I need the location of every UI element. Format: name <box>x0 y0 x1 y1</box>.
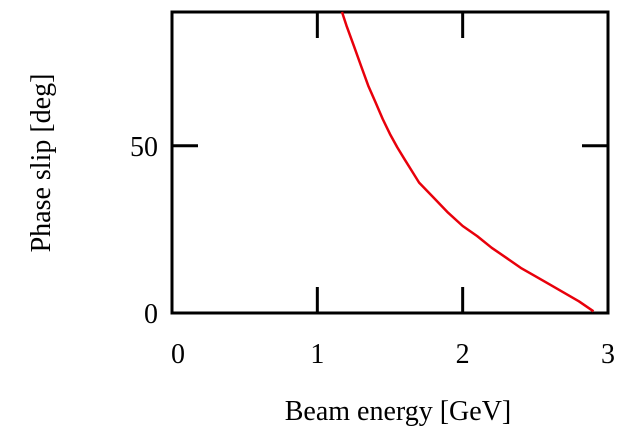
x-tick-label: 1 <box>310 339 324 370</box>
plot-frame <box>170 10 610 315</box>
series-layer <box>340 11 595 313</box>
x-axis-ticks: 0 1 2 3 <box>171 12 615 370</box>
x-tick-label: 0 <box>171 339 185 370</box>
x-axis-label: Beam energy [GeV] <box>285 396 512 426</box>
x-tick-label: 2 <box>456 339 470 370</box>
y-tick-label: 50 <box>130 132 158 163</box>
series-line <box>340 11 595 313</box>
y-axis-label: Phase slip [deg] <box>26 74 57 253</box>
y-axis-ticks: 0 50 <box>130 132 608 330</box>
x-tick-label: 3 <box>601 339 615 370</box>
y-tick-label: 0 <box>144 299 158 330</box>
